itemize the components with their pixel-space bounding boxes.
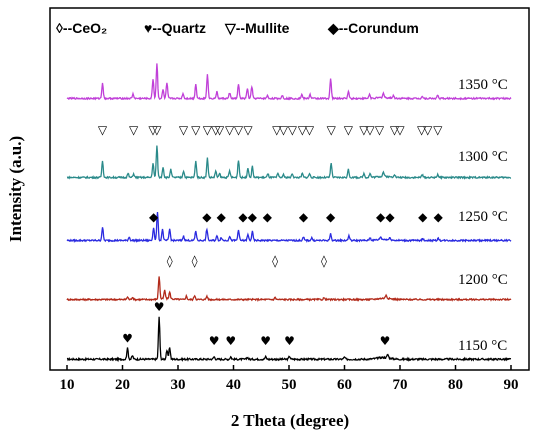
phase-marker: ◆ — [418, 210, 428, 224]
x-axis: 10 20 30 40 50 60 70 80 90 — [60, 365, 519, 393]
series-label: 1300 °C — [458, 149, 508, 165]
phase-marker: ▽ — [211, 123, 221, 137]
series-label: 1250 °C — [458, 209, 508, 225]
phase-marker: ▽ — [433, 123, 443, 137]
series-label: 1200 °C — [458, 272, 508, 288]
phase-marker: ▽ — [98, 123, 108, 137]
phase-marker: ♥ — [260, 334, 271, 348]
phase-marker: ♥ — [209, 334, 220, 348]
series-label: 1350 °C — [458, 77, 508, 93]
phase-marker: ▽ — [288, 123, 298, 137]
phase-marker: ♥ — [225, 334, 236, 348]
series-line — [66, 145, 512, 181]
phase-marker: ▽ — [417, 123, 427, 137]
phase-marker: ◊ — [272, 254, 278, 268]
x-tick-label: 30 — [171, 377, 186, 393]
phase-marker: ◆ — [326, 210, 336, 224]
phase-marker: ▽ — [148, 123, 158, 137]
x-tick-label: 50 — [282, 377, 297, 393]
series-1200: 1200 °C ◊ ◊ ◊ ◊ — [66, 254, 512, 302]
phase-marker: ◊ — [167, 254, 173, 268]
series-1250: 1250 °C◆ ◆ ◆ ◆ ◆ ◆ ◆ ◆ ◆ ◆ ◆ ◆ — [66, 209, 512, 243]
series-1350: 1350 °C — [66, 63, 512, 101]
phase-marker: ▽ — [344, 123, 354, 137]
phase-marker: ◊ — [321, 254, 327, 268]
phase-marker: ♥ — [154, 300, 165, 314]
series-1300: 1300 °C▽ ▽ ▽▽ ▽ ▽ ▽ ▽▽ ▽ ▽ ▽ ▽▽ ▽ ▽▽ ▽ ▽ ▽▽ ▽ ▽▽ ▽▽ ▽ — [66, 123, 512, 181]
phase-marker: ♥ — [122, 331, 133, 345]
phase-marker: ◆ — [263, 210, 273, 224]
phase-marker: ◆ — [376, 210, 386, 224]
phase-marker: ◆ — [385, 210, 395, 224]
phase-marker: ▽ — [215, 123, 225, 137]
x-tick-label: 80 — [448, 377, 463, 393]
plot-area-frame — [49, 7, 530, 371]
y-axis-title: Intensity (a.u.) — [6, 136, 25, 242]
phase-marker: ◆ — [149, 210, 159, 224]
series-line — [66, 316, 512, 363]
phase-marker: ▽ — [327, 123, 337, 137]
x-tick-label: 40 — [226, 377, 241, 393]
x-tick-label: 60 — [337, 377, 352, 393]
phase-marker: ▽ — [395, 123, 405, 137]
phase-marker: ▽ — [279, 123, 289, 137]
phase-marker: ▽ — [390, 123, 400, 137]
x-tick-label: 20 — [115, 377, 130, 393]
phase-marker: ◆ — [202, 210, 212, 224]
phase-marker: ♥ — [284, 334, 295, 348]
x-axis-title: 2 Theta (degree) — [231, 411, 349, 430]
series-label: 1150 °C — [458, 338, 507, 354]
phase-marker: ▽ — [423, 123, 433, 137]
phase-marker: ▽ — [152, 123, 162, 137]
legend-entry: ◊--CeO₂ — [56, 20, 107, 36]
legend: ◊--CeO₂ ♥--Quartz ▽--Mullite ◆--Corundum — [56, 20, 419, 36]
phase-marker: ◆ — [299, 210, 309, 224]
series-1150: 1150 °C ♥ ♥ ♥ ♥ ♥ ♥ ♥ — [66, 300, 512, 363]
x-tick-label: 70 — [393, 377, 408, 393]
phase-marker: ▽ — [225, 123, 235, 137]
series-line — [66, 212, 512, 243]
phase-marker: ▽ — [272, 123, 282, 137]
phase-marker: ♥ — [380, 334, 391, 348]
phase-marker: ▽ — [191, 123, 201, 137]
series-line — [66, 63, 512, 101]
phase-marker: ▽ — [298, 123, 308, 137]
phase-marker: ◆ — [238, 210, 248, 224]
phase-marker: ▽ — [243, 123, 253, 137]
phase-marker: ◊ — [192, 254, 198, 268]
x-tick-label: 90 — [504, 377, 519, 393]
phase-marker: ▽ — [129, 123, 139, 137]
phase-marker: ▽ — [359, 123, 369, 137]
series-group: 1150 °C♥♥♥ ♥ ♥ ♥ ♥1200 °C◊ ◊ ◊ ◊1250 °C◆ ◆ ◆ ◆ ◆ ◆ ◆ ◆… — [66, 63, 512, 363]
legend-entry: ◆--Corundum — [327, 20, 419, 36]
series-line — [66, 276, 512, 302]
phase-marker: ▽ — [234, 123, 244, 137]
phase-marker: ◆ — [434, 210, 444, 224]
phase-marker: ▽ — [203, 123, 213, 137]
legend-entry: ▽--Mullite — [224, 20, 290, 36]
phase-marker: ▽ — [305, 123, 315, 137]
phase-marker: ◆ — [217, 210, 227, 224]
phase-marker: ▽ — [365, 123, 375, 137]
phase-marker: ▽ — [179, 123, 189, 137]
legend-entry: ♥--Quartz — [144, 20, 206, 36]
phase-marker: ◆ — [248, 210, 258, 224]
phase-marker: ▽ — [375, 123, 385, 137]
x-tick-label: 10 — [60, 377, 75, 393]
